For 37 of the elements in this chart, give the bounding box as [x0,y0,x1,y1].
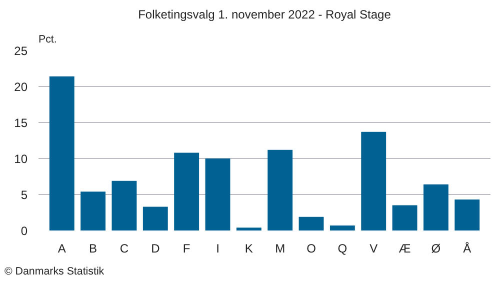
x-tick-label: A [58,242,66,256]
bar [236,228,262,230]
bar [298,216,324,230]
x-tick-label: K [244,242,253,256]
bar [49,76,74,230]
bar [268,150,293,230]
bar [174,152,200,230]
x-tick-label: Å [463,242,472,256]
x-tick-label: I [216,242,220,256]
x-tick-label: V [370,242,378,256]
y-tick-label: 10 [14,152,28,166]
x-tick-label: M [275,242,286,256]
x-tick-label: Q [338,242,348,256]
bar [112,180,137,230]
x-tick-label: Ø [431,242,441,256]
bar [80,192,106,230]
chart-title: Folketingsvalg 1. november 2022 - Royal Stage [138,8,392,22]
y-tick-label: 25 [14,44,28,58]
x-tick-label: O [306,242,316,256]
y-tick-label: 20 [14,80,28,94]
y-axis-title: Pct. [38,34,57,46]
bar [205,158,230,230]
x-tick-label: F [182,242,190,256]
bar [423,184,448,230]
bar [392,205,418,230]
y-tick-label: 5 [20,188,28,202]
x-tick-label: B [89,242,98,256]
bar [142,206,168,230]
bar [454,200,480,230]
y-tick-label: 15 [14,116,28,130]
y-tick-label: 0 [20,224,28,238]
x-tick-label: Æ [398,242,411,256]
bar [330,225,355,230]
x-tick-label: C [120,242,129,256]
x-tick-label: D [151,242,160,256]
text: © Danmarks Statistik [4,266,105,278]
bar [361,132,386,230]
